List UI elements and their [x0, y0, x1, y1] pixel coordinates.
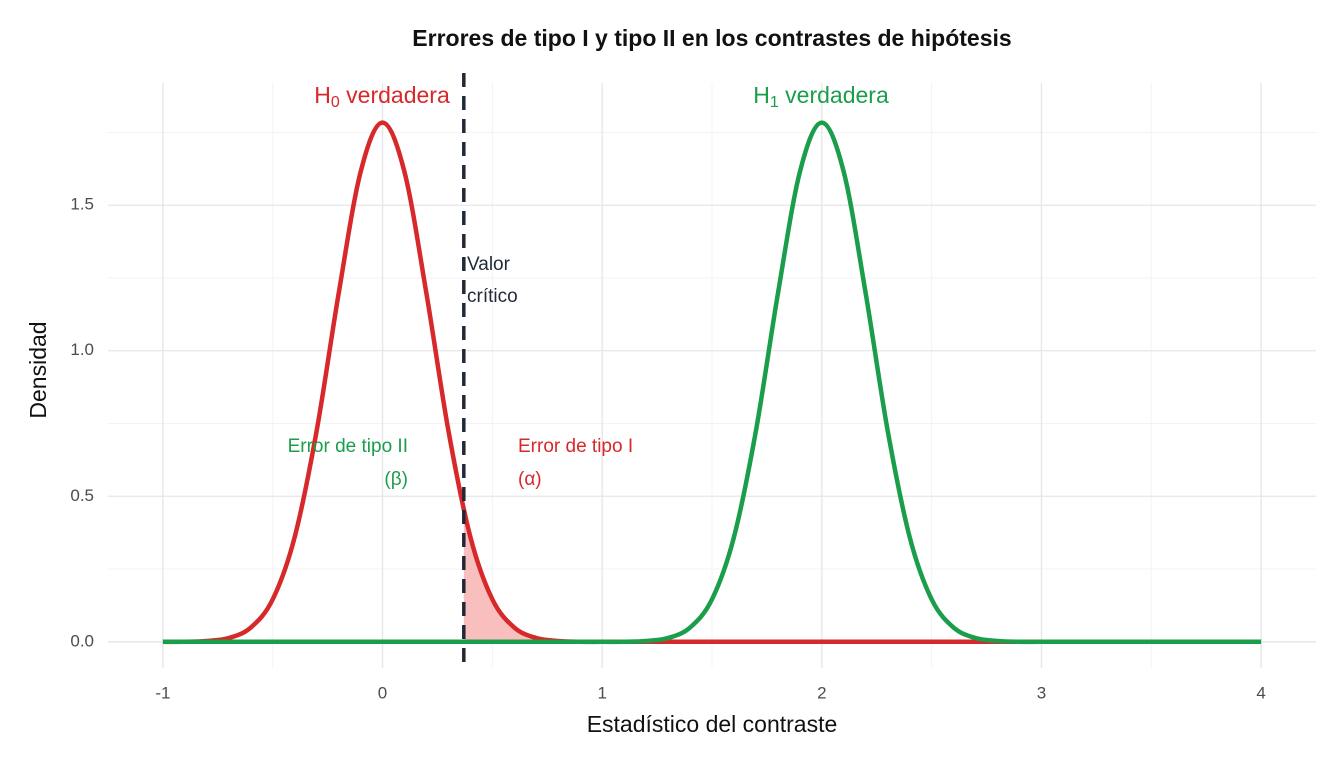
type1-label: (α): [518, 469, 542, 490]
h1-base: H: [753, 82, 770, 108]
h1-label: H1 verdadera: [753, 82, 889, 111]
type2-label: (β): [384, 469, 408, 490]
x-tick-label: 0: [378, 683, 387, 702]
x-tick-label: 2: [817, 683, 826, 702]
critical-label: Valor: [467, 254, 511, 275]
h1-rest: verdadera: [779, 82, 889, 108]
x-tick-label: 3: [1037, 683, 1046, 702]
x-tick-label: 4: [1256, 683, 1265, 702]
y-tick-label: 1.0: [70, 340, 94, 359]
h0-rest: verdadera: [340, 82, 450, 108]
x-tick-label: -1: [155, 683, 170, 702]
y-tick-label: 1.5: [70, 195, 94, 214]
x-axis-label: Estadístico del contraste: [587, 711, 838, 737]
h0-base: H: [314, 82, 331, 108]
h0-sub: 0: [331, 94, 340, 111]
y-tick-label: 0.0: [70, 631, 94, 650]
h0-label: H0 verdadera: [314, 82, 450, 111]
y-tick-label: 0.5: [70, 486, 94, 505]
h1-sub: 1: [770, 94, 779, 111]
type2-label: Error de tipo II: [288, 436, 408, 457]
x-tick-label: 1: [597, 683, 606, 702]
critical-label: crítico: [467, 286, 518, 307]
density-line: [162, 120, 1262, 645]
type1-label: Error de tipo I: [518, 436, 633, 457]
y-axis-label: Densidad: [25, 321, 51, 418]
chart-title: Errores de tipo I y tipo II en los contr…: [412, 25, 1011, 51]
